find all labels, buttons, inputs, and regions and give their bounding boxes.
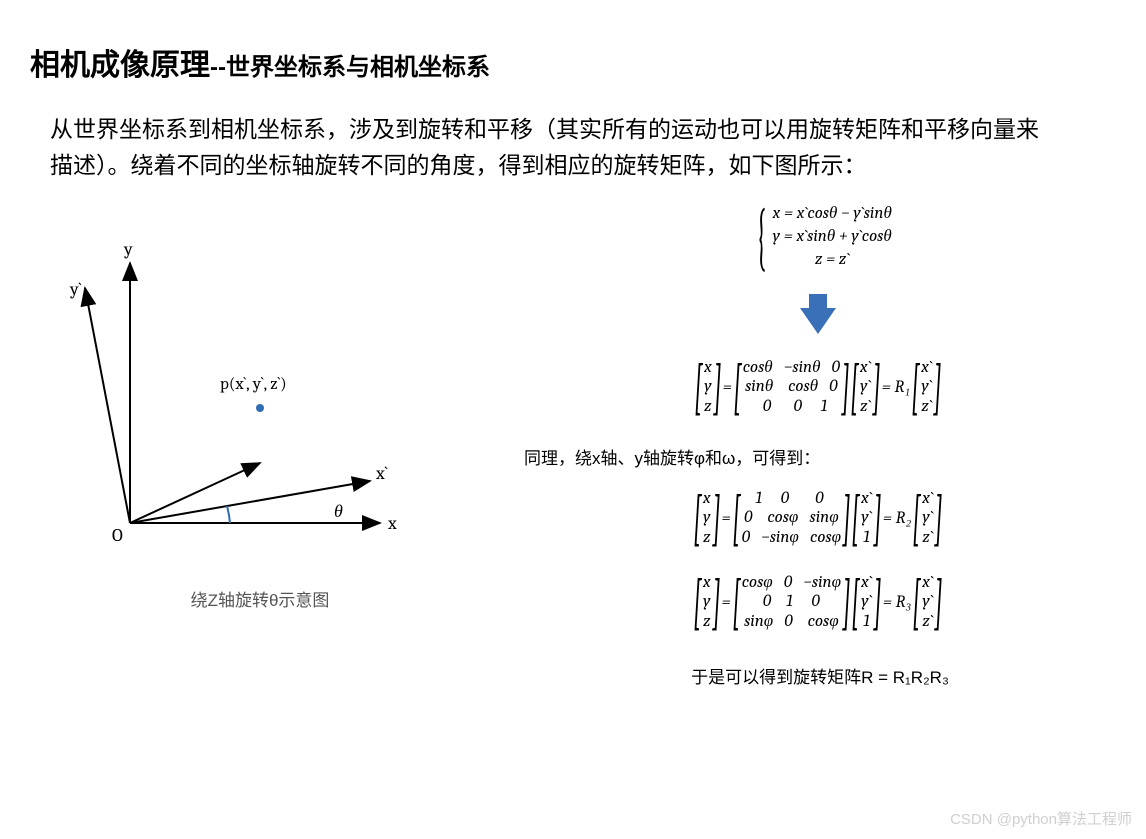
diagram-caption: 绕Z轴旋转θ示意图	[50, 586, 470, 611]
matrix-eq-2: [xyz] = [1 0 0 0 cosφ sinφ0 −sinφ cosφ][…	[520, 487, 1116, 549]
diagram-column: O x x` y y` θ p(x`, y`, z`) 绕Z轴旋转θ示意图	[50, 203, 470, 706]
matrix-eq-3: [xyz] = [cosφ 0 −sinφ 0 1 0 sinφ 0 cosφ]…	[520, 571, 1116, 633]
desc-text: 同理，绕x轴、y轴旋转φ和ω，可得到：	[524, 444, 1116, 469]
svg-text:O: O	[112, 525, 123, 546]
content-row: O x x` y y` θ p(x`, y`, z`) 绕Z轴旋转θ示意图 { …	[30, 203, 1116, 706]
title-sep: --	[210, 54, 226, 82]
svg-text:p(x`, y`, z`): p(x`, y`, z`)	[220, 375, 287, 394]
matrix-eq-1: [xyz] = [cosθ −sinθ 0sinθ cosθ 0 0 0 1][…	[520, 356, 1116, 418]
svg-text:x`: x`	[375, 463, 388, 484]
svg-text:x: x	[387, 513, 397, 534]
watermark: CSDN @python算法工程师	[950, 808, 1132, 829]
svg-text:y: y	[123, 239, 133, 260]
eq-system: { x = x`cosθ − y`sinθ y = x`sinθ + y`cos…	[520, 203, 1116, 272]
svg-text:θ: θ	[334, 501, 343, 522]
math-column: { x = x`cosθ − y`sinθ y = x`sinθ + y`cos…	[500, 203, 1116, 706]
final-text: 于是可以得到旋转矩阵R = R₁R₂R₃	[524, 663, 1116, 688]
intro-text: 从世界坐标系到相机坐标系，涉及到旋转和平移（其实所有的运动也可以用旋转矩阵和平移…	[30, 112, 1116, 183]
svg-text:y`: y`	[69, 279, 82, 300]
title-sub: 世界坐标系与相机坐标系	[226, 47, 490, 82]
title-bold: 相机成像原理	[30, 40, 210, 84]
coord-diagram: O x x` y y` θ p(x`, y`, z`)	[50, 233, 410, 573]
arrow-down-icon	[520, 294, 1116, 338]
title-row: 相机成像原理 -- 世界坐标系与相机坐标系	[30, 40, 1116, 84]
